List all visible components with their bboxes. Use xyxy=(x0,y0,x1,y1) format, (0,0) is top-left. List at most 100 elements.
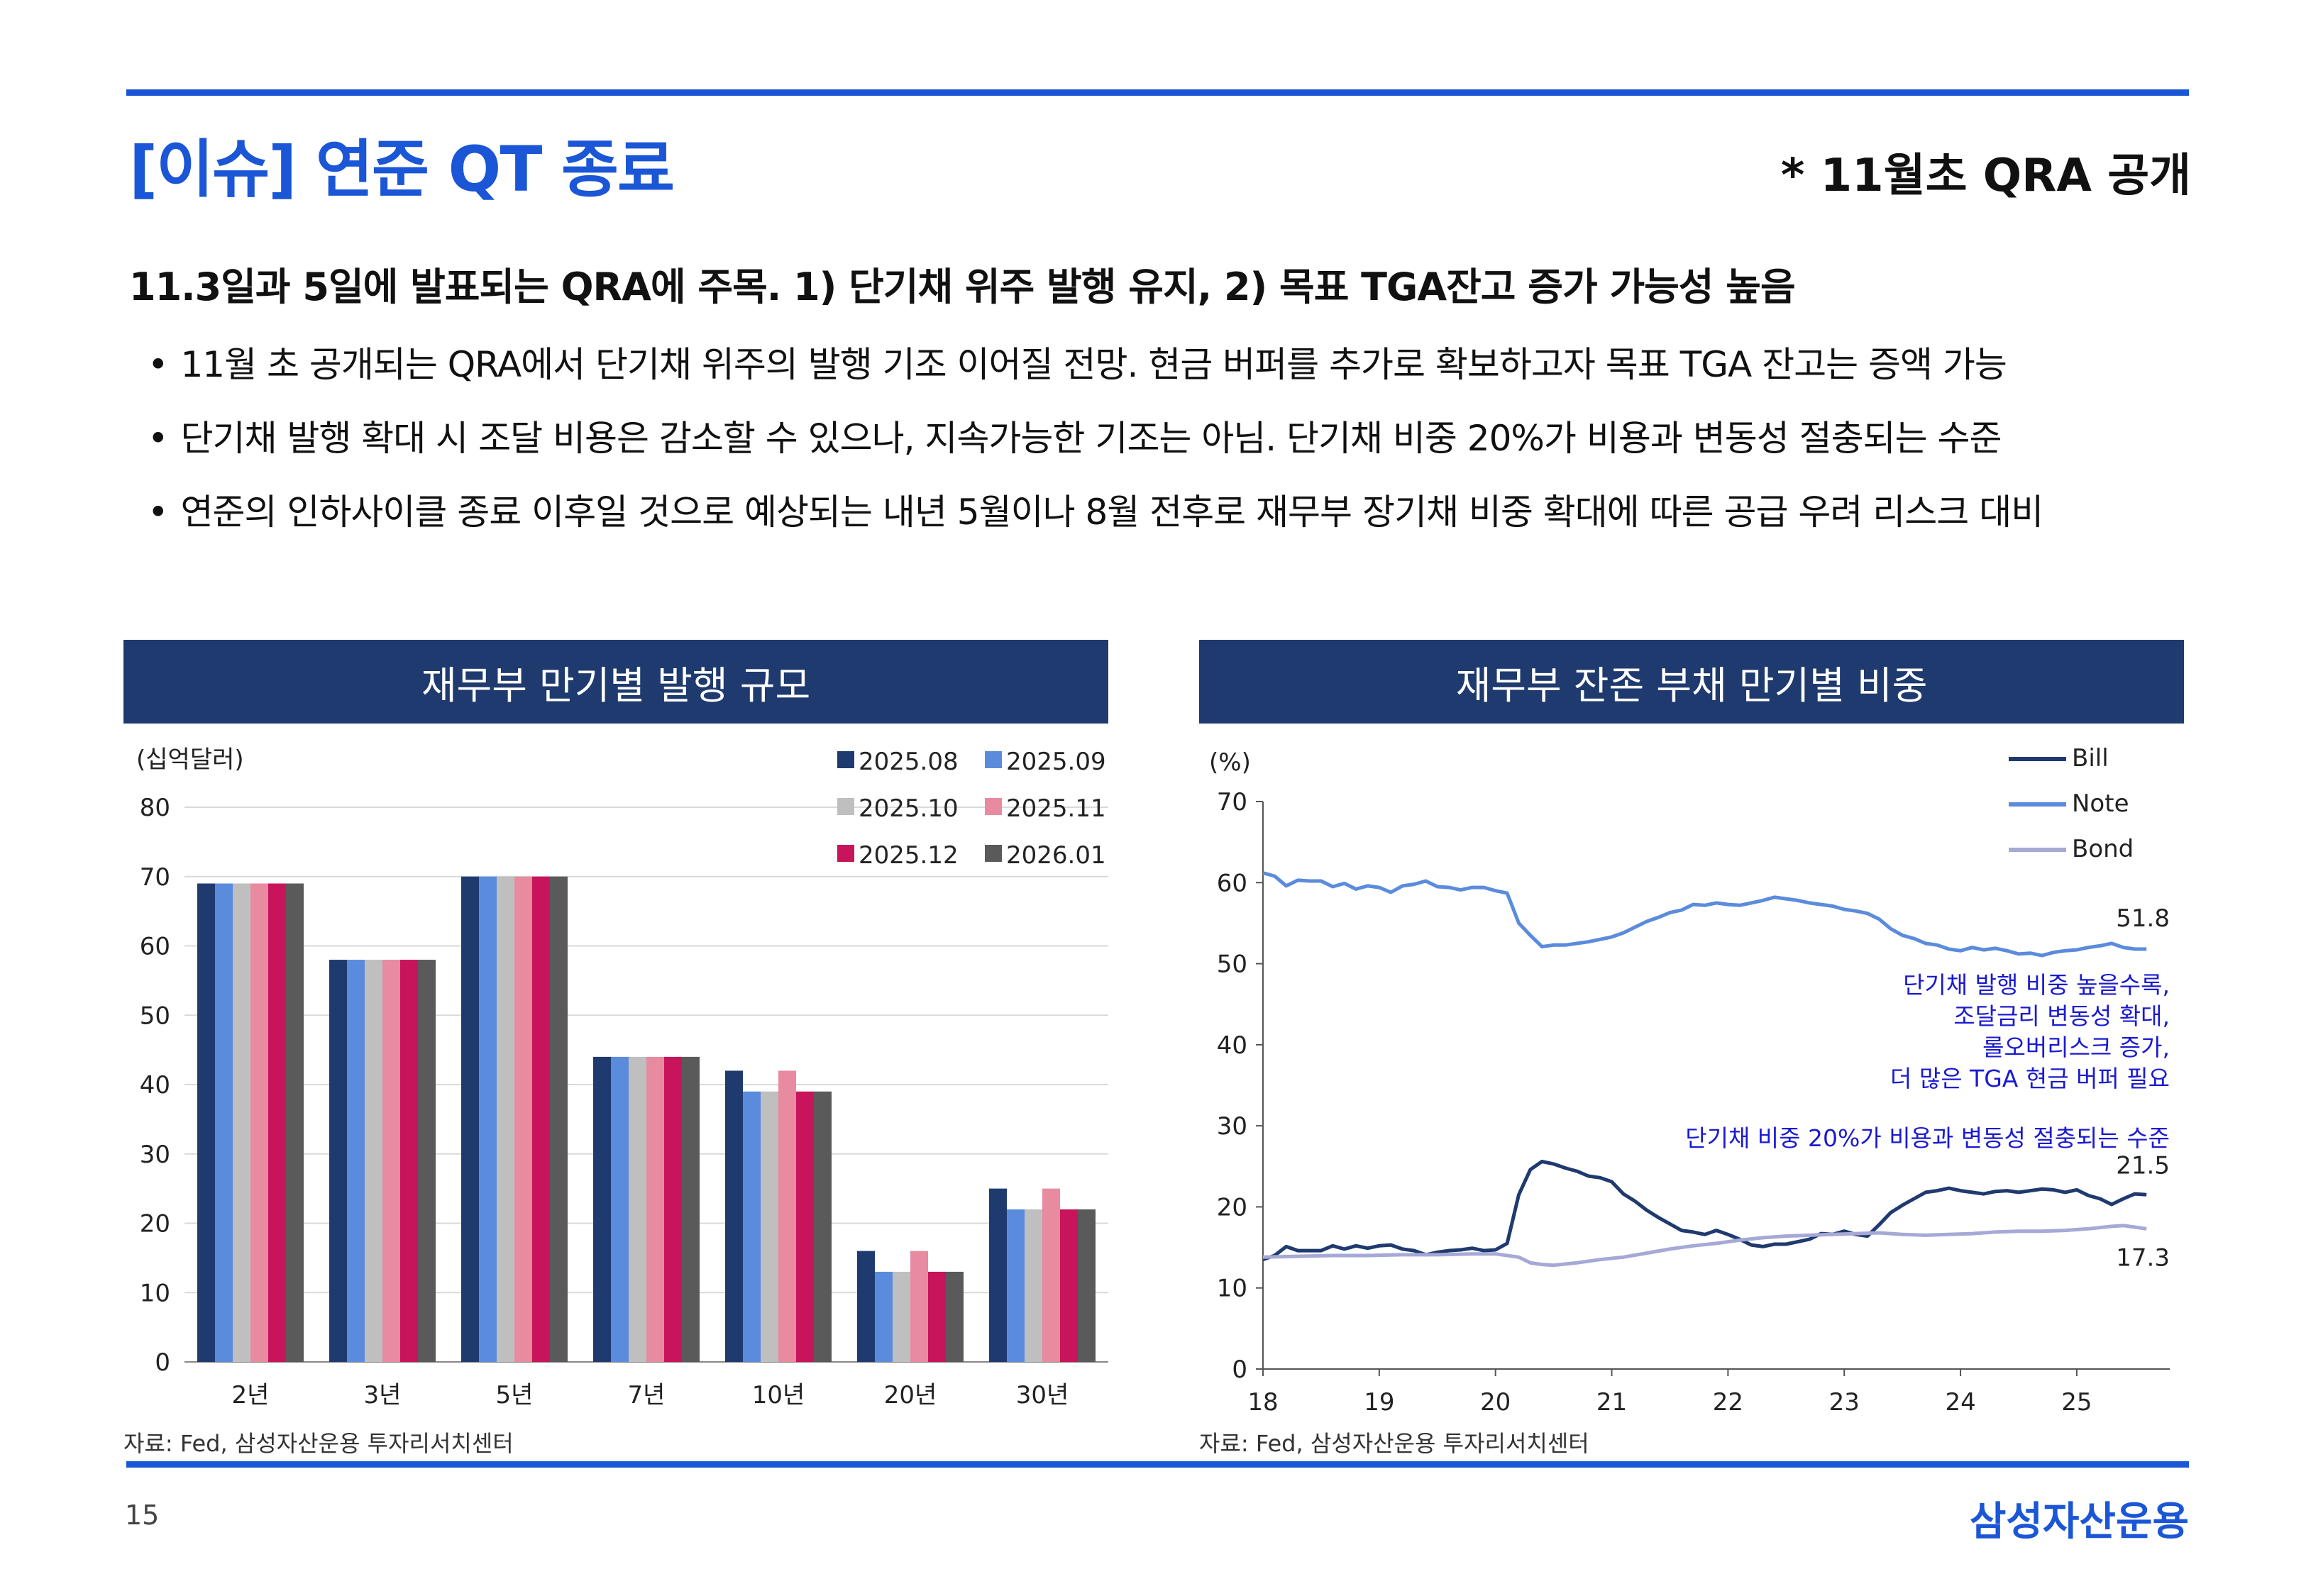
bar-mark xyxy=(382,960,400,1362)
bar-mark xyxy=(550,876,568,1362)
bar-mark xyxy=(664,1056,682,1362)
bar-mark xyxy=(418,960,436,1362)
bullet-item: 단기채 발행 확대 시 조달 비용은 감소할 수 있으나, 지속가능한 기조는 … xyxy=(148,401,2043,475)
bar-mark xyxy=(857,1251,875,1362)
bar-mark xyxy=(1042,1188,1060,1362)
bar-y-tick-label: 50 xyxy=(140,1002,170,1030)
bar-y-tick-label: 30 xyxy=(140,1141,170,1169)
bar-legend-swatch xyxy=(837,845,854,862)
bar-mark xyxy=(778,1070,796,1362)
bar-mark xyxy=(365,960,382,1362)
bar-mark xyxy=(1025,1209,1042,1362)
bar-legend-swatch xyxy=(985,798,1002,815)
bottom-rule xyxy=(126,1461,2189,1468)
bar-y-tick-label: 20 xyxy=(140,1210,170,1238)
bar-mark xyxy=(989,1188,1007,1362)
line-chart-header: 재무부 잔존 부채 만기별 비중 xyxy=(1199,640,2184,724)
bar-x-tick-label: 3년 xyxy=(364,1381,402,1409)
bar-legend-label: 2026.01 xyxy=(1006,841,1106,870)
line-legend-label: Note xyxy=(2072,789,2129,818)
bar-legend-label: 2025.09 xyxy=(1006,748,1106,776)
bar-chart-header: 재무부 만기별 발행 규모 xyxy=(123,640,1108,724)
line-series-bill xyxy=(1262,1159,2147,1262)
bar-legend-swatch xyxy=(985,845,1002,862)
line-x-tick-label: 18 xyxy=(1247,1388,1278,1417)
bar-mark xyxy=(233,883,250,1362)
bar-x-tick-label: 20년 xyxy=(884,1381,937,1409)
line-x-tick-label: 21 xyxy=(1596,1388,1627,1417)
line-x-tick-label: 25 xyxy=(2061,1388,2092,1417)
bar-mark xyxy=(400,960,418,1362)
line-chart-source: 자료: Fed, 삼성자산운용 투자리서치센터 xyxy=(1199,1430,1589,1457)
bar-mark xyxy=(250,883,268,1362)
bar-legend-label: 2025.08 xyxy=(859,748,959,776)
bar-mark xyxy=(593,1056,611,1362)
title-note: * 11월초 QRA 공개 xyxy=(1780,150,2191,202)
page-number: 15 xyxy=(125,1500,160,1531)
bar-mark xyxy=(329,960,347,1362)
line-y-tick-label: 20 xyxy=(1217,1193,1247,1221)
line-annotation: 단기채 발행 비중 높을수록, xyxy=(1903,971,2170,999)
bar-chart-unit: (십억달러) xyxy=(136,746,244,774)
bar-chart-source: 자료: Fed, 삼성자산운용 투자리서치센터 xyxy=(123,1430,514,1457)
bar-mark xyxy=(682,1056,700,1362)
bar-mark xyxy=(761,1091,778,1362)
bar-mark xyxy=(928,1271,946,1362)
bar-mark xyxy=(910,1251,928,1362)
line-chart-unit: (%) xyxy=(1209,748,1251,777)
line-chart: (%) 0 10 20 30 40 50 60 70 18 19 20 21 22 23 24 25 21.5 Bi… xyxy=(1209,744,2170,1417)
line-y-tick-label: 30 xyxy=(1217,1112,1247,1141)
bar-legend-swatch xyxy=(985,751,1002,768)
bar-mark xyxy=(946,1271,964,1362)
bar-mark xyxy=(347,960,365,1362)
bar-mark xyxy=(814,1091,832,1362)
bar-mark xyxy=(514,876,532,1362)
line-x-tick-label: 22 xyxy=(1713,1388,1743,1417)
line-end-label: 51.8 xyxy=(2116,904,2170,933)
bar-y-tick-label: 60 xyxy=(140,933,170,961)
bar-mark xyxy=(1007,1209,1025,1362)
line-legend-label: Bond xyxy=(2072,835,2134,863)
bar-y-tick-label: 0 xyxy=(155,1348,170,1377)
bar-legend-label: 2025.11 xyxy=(1006,794,1106,823)
line-series-note xyxy=(1262,871,2147,958)
top-rule xyxy=(126,89,2189,96)
bar-legend-swatch xyxy=(837,751,854,768)
bar-mark xyxy=(743,1091,761,1362)
bar-x-tick-label: 7년 xyxy=(628,1381,666,1409)
bar-x-tick-label: 10년 xyxy=(752,1381,805,1409)
line-annotation: 더 많은 TGA 현금 버퍼 필요 xyxy=(1890,1065,2170,1092)
headline: 11.3일과 5일에 발표되는 QRA에 주목. 1) 단기채 위주 발행 유지… xyxy=(129,265,1796,309)
line-x-tick-label: 24 xyxy=(1945,1388,1975,1417)
bar-mark xyxy=(268,883,286,1362)
line-y-tick-label: 40 xyxy=(1217,1031,1247,1060)
line-annotation-2: 단기채 비중 20%가 비용과 변동성 절충되는 수준 xyxy=(1685,1124,2170,1152)
line-y-tick-label: 10 xyxy=(1217,1275,1247,1303)
line-end-label: 17.3 xyxy=(2116,1243,2170,1272)
bar-mark xyxy=(532,876,550,1362)
bar-mark xyxy=(461,876,479,1362)
line-y-tick-label: 60 xyxy=(1217,869,1247,897)
bar-y-tick-label: 80 xyxy=(140,794,170,822)
line-end-label: 21.5 xyxy=(2116,1151,2170,1180)
line-series-bond xyxy=(1262,1224,2147,1268)
bar-mark xyxy=(286,883,304,1362)
bar-mark xyxy=(479,876,497,1362)
line-x-tick-label: 19 xyxy=(1364,1388,1394,1417)
bar-chart: (십억달러) 0 10 20 30 40 50 60 70 80 2년 3년 5년 7년 10년 20년 30년… xyxy=(136,746,1108,1409)
bar-mark xyxy=(646,1056,664,1362)
bar-legend-label: 2025.10 xyxy=(859,794,959,823)
line-annotation: 롤오버리스크 증가, xyxy=(1982,1033,2170,1061)
bar-mark xyxy=(197,883,215,1362)
bar-mark xyxy=(1078,1209,1096,1362)
bullet-list: 11월 초 공개되는 QRA에서 단기채 위주의 발행 기조 이어질 전망. 현… xyxy=(148,328,2044,549)
line-y-tick-label: 50 xyxy=(1217,951,1247,979)
brand-logo: 삼성자산운용 xyxy=(1969,1499,2189,1545)
bar-mark xyxy=(215,883,233,1362)
line-x-tick-label: 23 xyxy=(1829,1388,1860,1417)
bar-legend-label: 2025.12 xyxy=(859,841,959,870)
bar-mark xyxy=(1060,1209,1078,1362)
page-title: [이슈] 연준 QT 종료 xyxy=(129,133,675,206)
bar-y-tick-label: 10 xyxy=(140,1279,170,1307)
line-y-tick-label: 70 xyxy=(1217,788,1247,816)
